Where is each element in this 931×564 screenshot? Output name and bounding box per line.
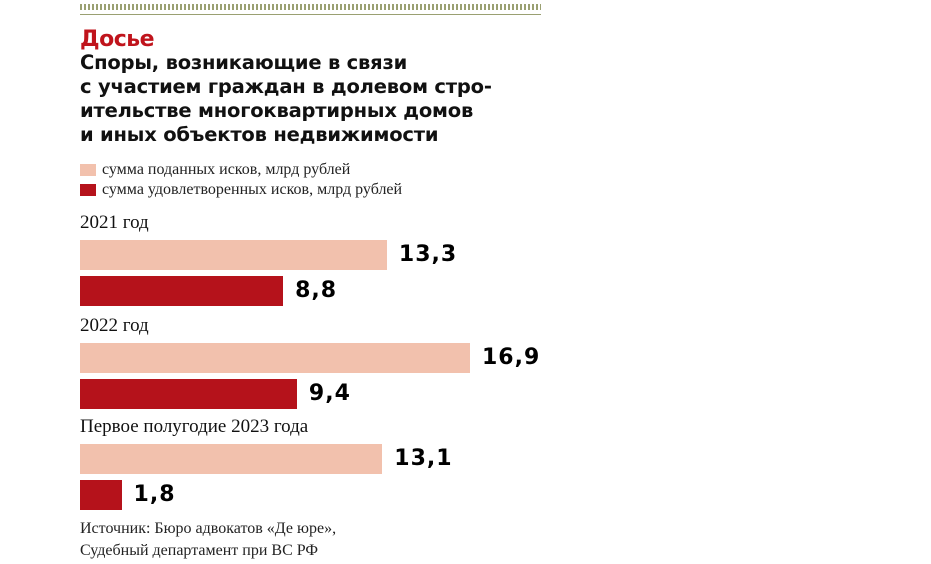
legend-swatch-satisfied [80,184,96,196]
chart-title: Споры, возникающие в связи с участием гр… [80,51,492,146]
value-label-filed-2021: 13,3 [398,242,458,267]
value-label-satisfied-2021: 8,8 [295,278,338,303]
legend: сумма поданных исков, млрд рублей сумма … [80,160,402,200]
legend-label-satisfied: сумма удовлетворенных исков, млрд рублей [102,181,403,198]
legend-swatch-filed [80,164,96,176]
bar-filed-h1-2023 [80,444,383,474]
legend-item-filed: сумма поданных исков, млрд рублей [80,160,402,180]
category-label-2021: 2021 год [80,212,149,233]
bar-satisfied-h1-2023 [80,480,122,510]
legend-item-satisfied: сумма удовлетворенных исков, млрд рублей [80,180,402,200]
top-decorative-band [80,4,541,10]
bar-satisfied-2022 [80,379,297,409]
top-rule [80,14,541,15]
section-kicker: Досье [80,27,155,52]
bar-satisfied-2021 [80,276,284,306]
value-label-satisfied-h1-2023: 1,8 [133,482,176,507]
bar-filed-2022 [80,343,470,373]
value-label-filed-2022: 16,9 [482,345,541,370]
value-label-satisfied-2022: 9,4 [308,381,351,406]
value-label-filed-h1-2023: 13,1 [394,446,453,471]
legend-label-filed: сумма поданных исков, млрд рублей [102,161,351,178]
category-label-2022: 2022 год [80,315,149,336]
category-label-h1-2023: Первое полугодие 2023 года [80,416,309,437]
bar-filed-2021 [80,240,387,270]
source-note: Источник: Бюро адвокатов «Де юре», Судеб… [80,520,337,559]
